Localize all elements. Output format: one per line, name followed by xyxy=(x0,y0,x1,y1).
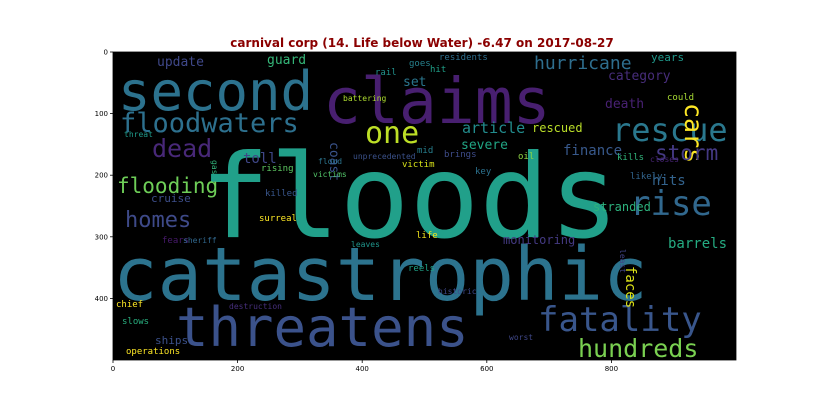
word-hurricane: hurricane xyxy=(534,53,632,74)
word-closes: closes xyxy=(650,155,679,164)
word-catastrophic: catastrophic xyxy=(113,232,648,318)
word-surreal: surreal xyxy=(259,214,297,224)
word-mid: mid xyxy=(417,146,433,156)
word-victim: victim xyxy=(402,160,435,170)
word-residents: residents xyxy=(439,53,488,63)
word-destruction: destruction xyxy=(229,302,282,311)
word-monitoring: monitoring xyxy=(503,233,575,247)
word-fatality: fatality xyxy=(538,300,702,340)
word-threatens: threatens xyxy=(176,296,469,359)
word-least: least xyxy=(618,249,627,273)
word-historic: historic xyxy=(438,287,477,296)
word-hit: hit xyxy=(430,65,446,75)
x-tick-label: 0 xyxy=(111,365,115,373)
word-storm: storm xyxy=(655,141,718,165)
word-rising: rising xyxy=(261,164,294,174)
axes-frame xyxy=(112,51,737,361)
word-stranded: stranded xyxy=(593,200,651,214)
axes-layer: 0 200 400 600 800 0 100 200 300 400 xyxy=(95,49,737,373)
word-hits: hits xyxy=(652,173,686,189)
y-tick-label: 200 xyxy=(95,172,108,180)
word-kills: kills xyxy=(617,153,644,163)
word-ships: ships xyxy=(155,334,188,347)
word-floods: floods xyxy=(200,130,619,265)
word-floodwaters: floodwaters xyxy=(120,108,299,139)
word-likely: likely xyxy=(630,172,663,182)
word-claims: claims xyxy=(323,65,551,138)
word-coast: coast xyxy=(326,142,341,181)
word-dead: dead xyxy=(152,134,212,163)
word-operations: operations xyxy=(126,347,180,357)
word-slows: slows xyxy=(122,317,149,327)
word-victims: victims xyxy=(313,170,347,179)
word-brings: brings xyxy=(444,150,477,160)
word-reels: reels xyxy=(408,264,435,274)
word-rescue: rescue xyxy=(612,111,728,149)
word-rise: rise xyxy=(630,184,712,224)
word-worst: worst xyxy=(509,333,533,342)
x-tick-label: 800 xyxy=(605,365,618,373)
word-battering: battering xyxy=(343,94,387,103)
word-killed: killed xyxy=(265,189,298,199)
word-barrels: barrels xyxy=(668,236,727,252)
word-unprecedented: unprecedented xyxy=(353,152,416,161)
word-leaves: leaves xyxy=(351,240,380,249)
y-tick-label: 100 xyxy=(95,110,108,118)
x-tick-label: 200 xyxy=(231,365,244,373)
word-goes: goes xyxy=(409,59,431,69)
word-rail: rail xyxy=(375,68,397,78)
word-chief: chief xyxy=(116,300,143,310)
word-severe: severe xyxy=(461,138,508,153)
word-life: life xyxy=(416,231,438,241)
word-sheriff: sheriff xyxy=(183,236,217,245)
word-rescued: rescued xyxy=(532,121,583,135)
y-tick-label: 0 xyxy=(104,49,108,57)
word-update: update xyxy=(157,55,204,70)
word-toll: toll xyxy=(243,151,277,167)
word-key: key xyxy=(475,167,492,177)
word-guard: guard xyxy=(267,53,306,68)
word-fears: fears xyxy=(162,236,189,246)
word-category: category xyxy=(608,69,671,84)
plot-area xyxy=(113,52,736,360)
word-faces: faces xyxy=(622,266,638,308)
word-flooding: flooding xyxy=(117,174,218,198)
word-one: one xyxy=(365,116,419,151)
word-gas: gas xyxy=(210,160,219,175)
word-could: could xyxy=(667,93,694,103)
y-tick-label: 300 xyxy=(95,233,108,241)
word-set: set xyxy=(403,75,426,90)
chart-title: carnival corp (14. Life below Water) -6.… xyxy=(230,36,613,50)
word-homes: homes xyxy=(125,208,191,233)
word-cruise: cruise xyxy=(151,192,191,205)
word-article: article xyxy=(462,119,525,137)
word-oil: oil xyxy=(518,152,534,162)
word-second: second xyxy=(118,60,313,123)
x-tick-label: 400 xyxy=(356,365,369,373)
word-years: years xyxy=(651,51,684,64)
word-hundreds: hundreds xyxy=(578,334,698,363)
y-tick-label: 400 xyxy=(95,295,108,303)
word-death: death xyxy=(605,97,644,112)
word-finance: finance xyxy=(563,143,622,159)
word-cars: cars xyxy=(679,103,708,163)
word-flood: flood xyxy=(318,157,342,166)
x-tick-label: 600 xyxy=(480,365,493,373)
word-threat: threat xyxy=(124,130,153,139)
